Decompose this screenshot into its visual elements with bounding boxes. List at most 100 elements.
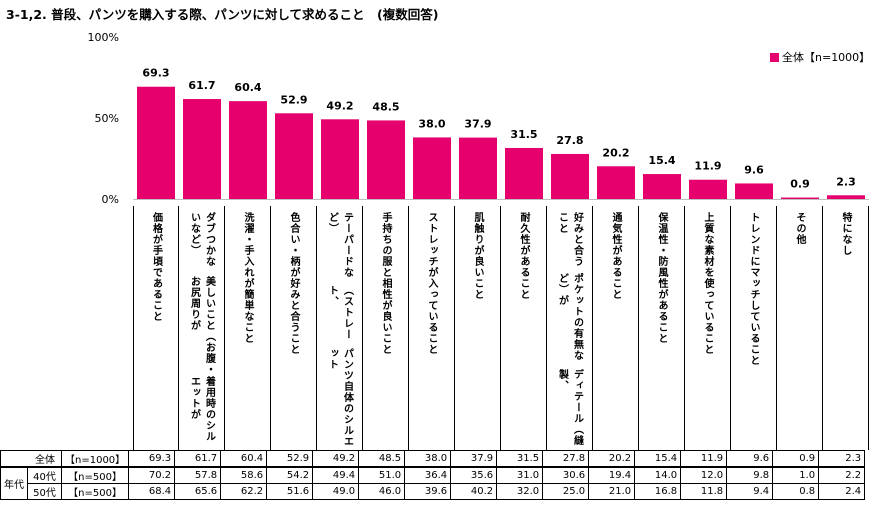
category-label-line: ダブつかないなど） xyxy=(188,212,215,267)
table-cell: 49.0 xyxy=(312,483,360,500)
legend-label: 全体【n=1000】 xyxy=(782,51,871,64)
table-cell: 32.0 xyxy=(496,483,544,500)
table-cell: 2.2 xyxy=(818,466,866,484)
table-cell: 9.6 xyxy=(726,450,774,468)
category-label: 特になし xyxy=(823,212,868,448)
legend: 全体【n=1000】 xyxy=(770,49,870,65)
table-cell: 2.4 xyxy=(818,483,866,500)
table-cell: 40.2 xyxy=(450,483,498,500)
legend-swatch xyxy=(770,53,779,62)
category-label: ストレッチが入っていること xyxy=(409,212,454,448)
data-label: 52.9 xyxy=(280,93,307,106)
table-cell: 11.8 xyxy=(680,483,728,500)
category-label: 耐久性があること xyxy=(501,212,546,448)
category-label: 通気性があること xyxy=(593,212,638,448)
category-label: 上質な素材を使っていること xyxy=(685,212,730,448)
y-tick-label: 50% xyxy=(95,112,119,125)
table-cell: 12.0 xyxy=(680,466,728,484)
bar xyxy=(367,120,405,199)
category-label-line: 美しいこと（お腹・お尻周りが xyxy=(188,276,215,376)
category-label-line: パンツ自体のシルエット xyxy=(326,348,353,448)
table-cell: 61.7 xyxy=(174,450,222,468)
table-cell: 27.8 xyxy=(542,450,590,468)
category-label-line: 価格が手頃であること xyxy=(150,212,162,322)
category-label-line: ディテール（縫製、 xyxy=(556,369,583,447)
category-cell: 価格が手頃であること xyxy=(133,206,179,450)
data-label: 38.0 xyxy=(418,117,445,130)
bar xyxy=(505,147,543,199)
data-label: 0.9 xyxy=(790,178,810,191)
bar xyxy=(229,101,267,199)
category-cell: ダブつかないなど） 美しいこと（お腹・お尻周りが 着用時のシルエットが xyxy=(179,206,225,450)
table-cell: 0.9 xyxy=(772,450,820,468)
category-cell: ストレッチが入っていること xyxy=(409,206,455,450)
table-cell: 20.2 xyxy=(588,450,636,468)
bar xyxy=(643,174,681,199)
y-tick-label: 0% xyxy=(102,193,119,206)
category-label-line: 耐久性があること xyxy=(518,212,529,300)
category-label-line: 好みと合うこと xyxy=(556,212,583,267)
category-label: 肌触りが良いこと xyxy=(455,212,500,448)
data-label: 37.9 xyxy=(464,118,491,131)
table-cell: 14.0 xyxy=(634,466,682,484)
data-label: 31.5 xyxy=(510,128,537,141)
table-cell: 48.5 xyxy=(358,450,406,468)
table-row: 50代 【n=500】 68.4 65.6 62.2 51.6 49.0 46.0 39.6 40… xyxy=(1,483,866,500)
table-cell: 16.8 xyxy=(634,483,682,500)
data-label: 27.8 xyxy=(556,134,583,147)
table-cell: 39.6 xyxy=(404,483,452,500)
table-row: 全体 【n=1000】 69.3 61.7 60.4 52.9 49.2 48.5 38.0 37… xyxy=(0,450,866,468)
row-group-label: 全体 xyxy=(0,450,62,468)
table-cell: 31.5 xyxy=(496,450,544,468)
category-label: ダブつかないなど） 美しいこと（お腹・お尻周りが 着用時のシルエットが xyxy=(179,212,224,448)
table-cell: 51.6 xyxy=(266,483,314,500)
bar xyxy=(459,137,497,199)
row-group-label: 50代 xyxy=(27,483,62,500)
category-cell: 特になし xyxy=(823,206,869,450)
data-label: 60.4 xyxy=(234,81,261,94)
data-label: 9.6 xyxy=(744,163,764,176)
category-cell: 保温性・防風性があること xyxy=(639,206,685,450)
category-label: その他 xyxy=(777,212,822,448)
table-cell: 9.4 xyxy=(726,483,774,500)
bar-chart: 100% 50% 0% 69.3 61.7 60.4 52.9 49.2 48.5 38.0 37.… xyxy=(88,31,869,206)
bar xyxy=(275,113,313,199)
bar xyxy=(781,197,819,199)
row-n-label: 【n=1000】 xyxy=(60,450,130,468)
data-table: 全体 【n=1000】 69.3 61.7 60.4 52.9 49.2 48.5 38.0 37… xyxy=(0,450,866,500)
category-cell: 耐久性があること xyxy=(501,206,547,450)
chart-title: 3-1,2. 普段、パンツを購入する際、パンツに対して求めること (複数回答) xyxy=(6,7,439,22)
bar xyxy=(183,99,221,199)
row-group-label: 40代 xyxy=(27,466,62,484)
data-label: 15.4 xyxy=(648,154,675,167)
table-cell: 68.4 xyxy=(128,483,176,500)
table-cell: 54.2 xyxy=(266,466,314,484)
category-cell: トレンドにマッチしていること xyxy=(731,206,777,450)
category-cell: 上質な素材を使っていること xyxy=(685,206,731,450)
table-cell: 36.4 xyxy=(404,466,452,484)
table-cell: 69.3 xyxy=(128,450,176,468)
category-label-line: ストレッチが入っていること xyxy=(426,212,437,355)
category-cell: 手持ちの服と相性が良いこと xyxy=(363,206,409,450)
category-cell: その他 xyxy=(777,206,823,450)
category-label: 好みと合うこと ポケットの有無など）が ディテール（縫製、 xyxy=(547,212,592,448)
category-label-line: 色合い・柄が好みと合うこと xyxy=(288,212,299,355)
table-cell: 35.6 xyxy=(450,466,498,484)
table-cell: 60.4 xyxy=(220,450,268,468)
table-row: 年代 40代 【n=500】 70.2 57.8 58.6 54.2 49.4 51.0 36.4… xyxy=(0,466,866,500)
table-cell: 58.6 xyxy=(220,466,268,484)
data-label: 49.2 xyxy=(326,99,353,112)
category-label: 保温性・防風性があること xyxy=(639,212,684,448)
bar xyxy=(137,86,175,199)
bar xyxy=(597,166,635,199)
table-cell: 46.0 xyxy=(358,483,406,500)
category-label-line: 上質な素材を使っていること xyxy=(702,212,713,355)
table-cell: 57.8 xyxy=(174,466,222,484)
category-label-line: その他 xyxy=(794,212,805,245)
category-label-line: 保温性・防風性があること xyxy=(656,212,667,344)
bar xyxy=(827,195,865,199)
table-cell: 49.2 xyxy=(312,450,360,468)
category-label: 洗濯・手入れが簡単なこと xyxy=(225,212,270,448)
table-cell: 52.9 xyxy=(266,450,314,468)
category-cell: テーパードなど） （ストレート、 パンツ自体のシルエット xyxy=(317,206,363,450)
